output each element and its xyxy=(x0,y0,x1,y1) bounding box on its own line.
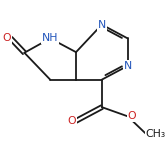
Text: CH₃: CH₃ xyxy=(146,129,166,139)
Text: N: N xyxy=(98,20,106,30)
Text: O: O xyxy=(67,116,76,126)
Text: O: O xyxy=(128,111,136,121)
Text: NH: NH xyxy=(42,33,58,43)
Text: O: O xyxy=(2,33,11,43)
Text: N: N xyxy=(124,61,132,71)
